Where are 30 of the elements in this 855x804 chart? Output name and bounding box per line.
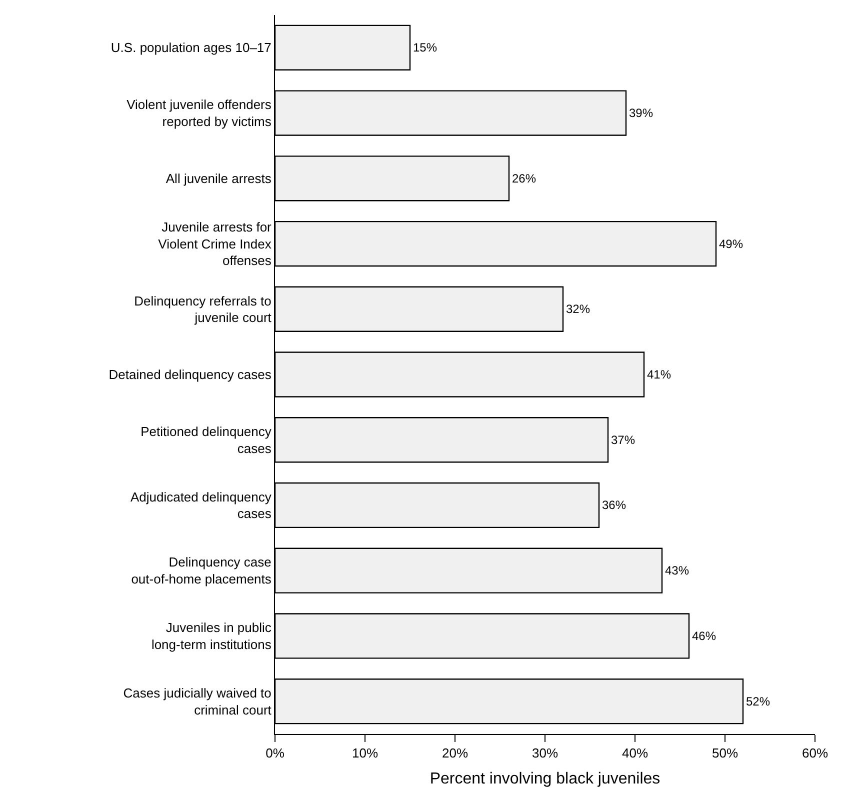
x-tick-label: 50% [712,746,738,761]
x-axis-title: Percent involving black juveniles [430,770,660,788]
y-tick-label: All juvenile arrests [166,170,272,186]
x-tick-label: 40% [622,746,648,761]
y-tick-label: Delinquency referrals to juvenile court [134,293,272,326]
y-tick-label: Petitioned delinquency cases [140,424,272,456]
data-label: 49% [719,236,744,251]
data-label: 37% [611,432,636,447]
data-label: 15% [413,40,438,55]
y-tick-label: Delinquency case out-of-home placements [131,554,272,587]
y-tick-label: Juvenile arrests for Violent Crime Index offenses [158,219,272,268]
x-tick-label: 30% [532,746,558,761]
x-tick-label: 0% [266,746,285,761]
y-tick-label: Juveniles in public long-term institutions [151,620,272,652]
data-label: 46% [692,628,716,643]
y-tick-label: Adjudicated delinquency cases [130,489,272,522]
y-tick-label: Cases judicially waived to criminal court [123,685,272,718]
data-label: 36% [602,498,626,512]
data-label: 43% [665,564,690,578]
data-label: 39% [629,106,654,120]
y-tick-label: Violent juvenile offenders reported by victims [126,97,272,130]
data-label: 26% [512,171,536,186]
data-label: 41% [647,368,672,382]
x-tick-label: 60% [802,746,828,761]
y-tick-label: U.S. population ages 10–17 [110,40,272,56]
x-tick-label: 20% [442,746,468,761]
y-tick-label: Detained delinquency cases [108,367,272,382]
data-label: 32% [566,302,590,316]
data-label: 52% [746,694,770,708]
x-tick-label: 10% [352,746,378,761]
